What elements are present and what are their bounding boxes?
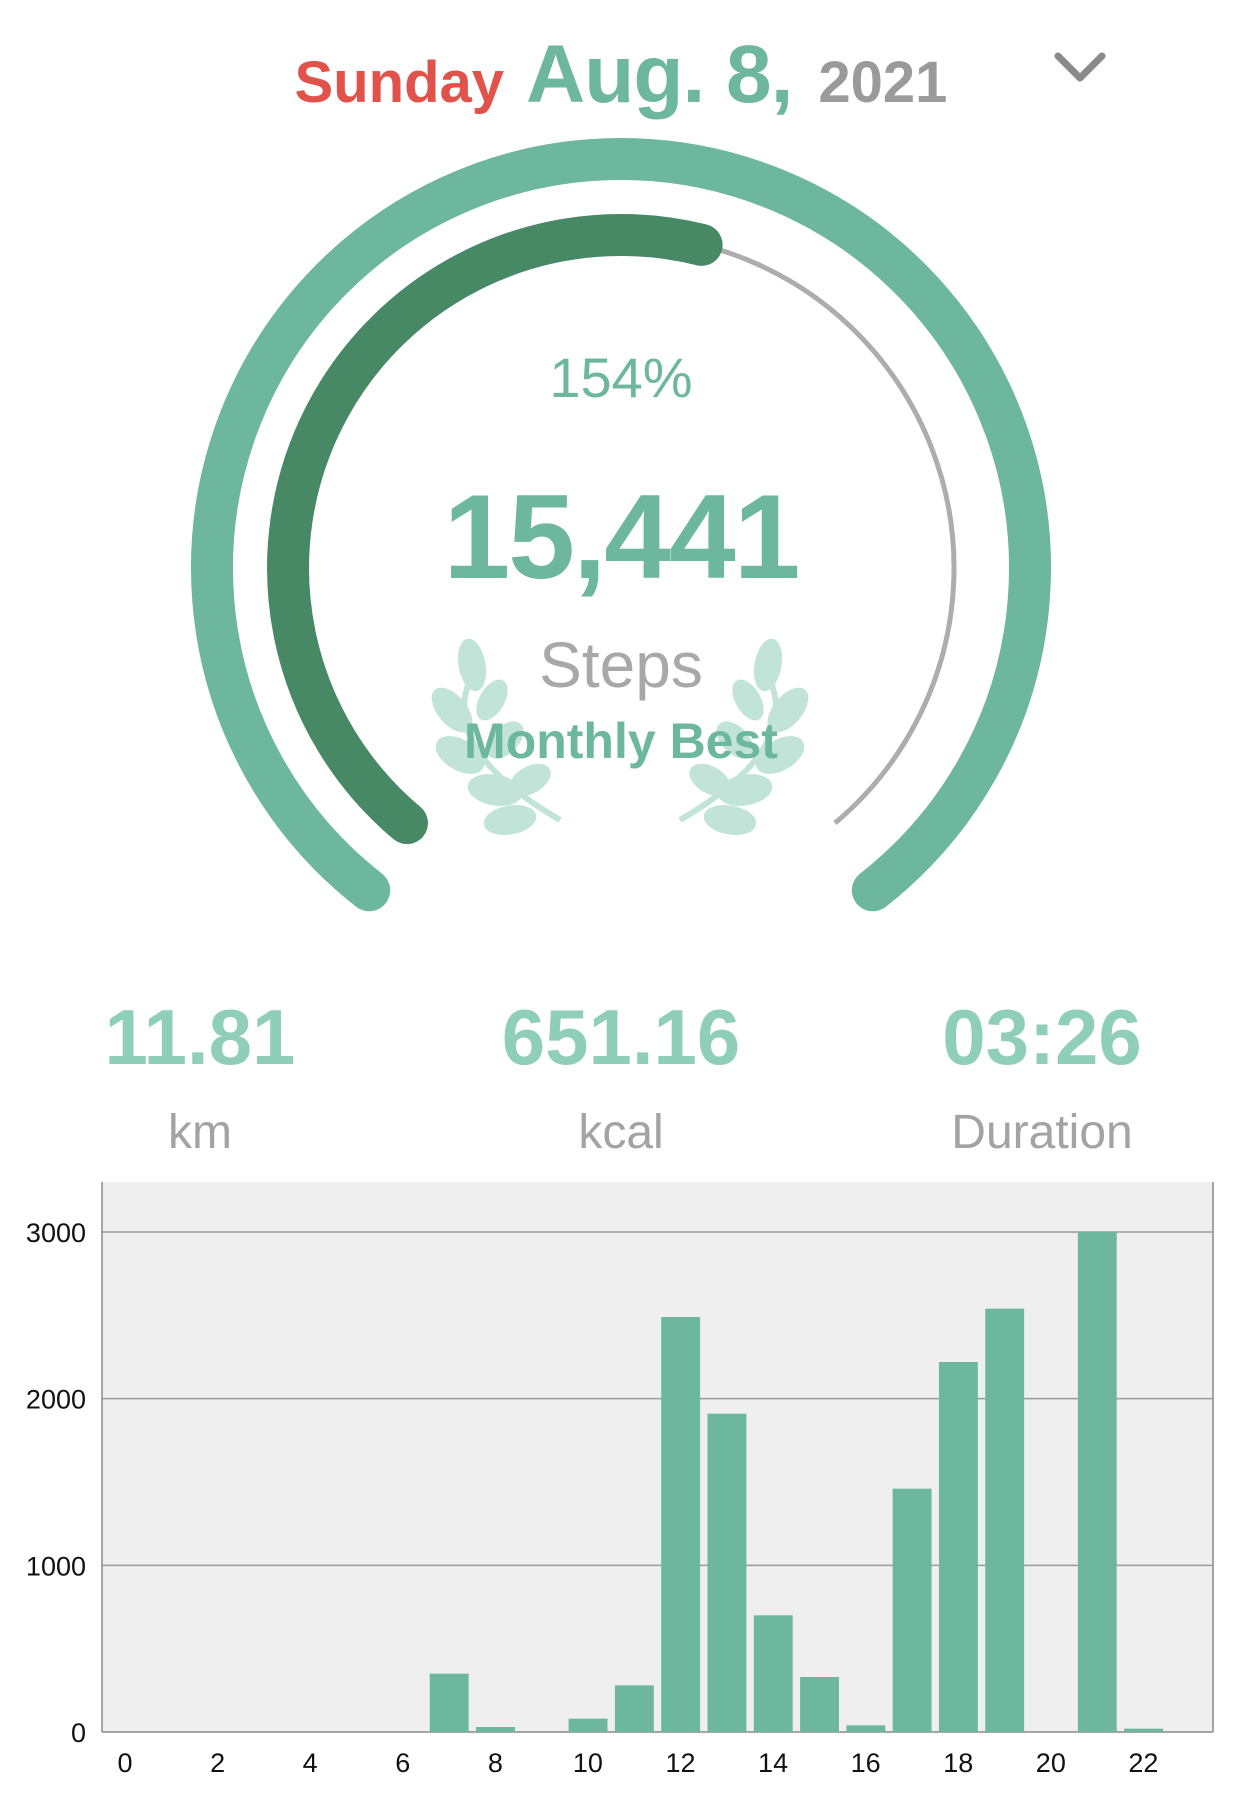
bar-hour-12 <box>661 1317 701 1732</box>
x-tick-label: 12 <box>665 1748 695 1778</box>
outer-ring <box>191 138 1051 912</box>
distance-value: 11.81 <box>104 993 296 1081</box>
x-tick-label: 8 <box>488 1748 503 1778</box>
weekday-label: Sunday <box>294 50 505 115</box>
calories-unit: kcal <box>578 1106 664 1159</box>
y-tick-label: 3000 <box>26 1218 86 1248</box>
steps-label: Steps <box>539 629 703 701</box>
duration-unit: Duration <box>951 1106 1133 1159</box>
bar-hour-21 <box>1077 1232 1117 1732</box>
calories-stat: 651.16 kcal <box>421 992 821 1160</box>
x-tick-label: 20 <box>1036 1748 1066 1778</box>
x-tick-label: 14 <box>758 1748 788 1778</box>
month-day-label: Aug. 8, <box>526 29 793 120</box>
y-tick-label: 0 <box>71 1718 86 1748</box>
bar-hour-8 <box>476 1727 515 1732</box>
bar-hour-17 <box>892 1488 932 1732</box>
x-tick-label: 2 <box>210 1748 225 1778</box>
bar-hour-15 <box>800 1677 839 1732</box>
chevron-down-icon <box>1054 52 1106 82</box>
y-tick-label: 2000 <box>26 1385 86 1415</box>
bar-hour-10 <box>568 1718 608 1732</box>
chart-plot-area <box>102 1182 1213 1732</box>
distance-unit: km <box>168 1106 232 1159</box>
date-dropdown-button[interactable] <box>1040 38 1120 98</box>
date-header: Sunday Aug. 8, 2021 <box>0 0 1242 140</box>
y-tick-label: 1000 <box>26 1551 86 1581</box>
x-tick-label: 0 <box>117 1748 132 1778</box>
bar-hour-7 <box>429 1673 469 1732</box>
bar-hour-22 <box>1124 1728 1164 1732</box>
x-tick-label: 4 <box>303 1748 318 1778</box>
bar-hour-19 <box>985 1308 1025 1732</box>
progress-arc <box>267 214 723 845</box>
x-tick-label: 16 <box>851 1748 881 1778</box>
monthly-best-badge: Monthly Best <box>464 713 778 769</box>
date-title: Sunday Aug. 8, 2021 <box>0 28 1242 122</box>
steps-gauge <box>191 138 1051 912</box>
distance-stat: 11.81 km <box>0 992 400 1160</box>
year-label: 2021 <box>818 50 948 115</box>
x-tick-label: 6 <box>395 1748 410 1778</box>
x-tick-label: 18 <box>943 1748 973 1778</box>
bar-hour-14 <box>753 1615 793 1732</box>
x-tick-label: 10 <box>573 1748 603 1778</box>
bar-hour-13 <box>707 1413 747 1732</box>
bar-hour-11 <box>614 1685 654 1732</box>
laurel-wreath-icon <box>431 638 809 836</box>
bar-hour-16 <box>846 1725 886 1732</box>
duration-stat: 03:26 Duration <box>842 992 1242 1160</box>
x-tick-label: 22 <box>1128 1748 1158 1778</box>
calories-value: 651.16 <box>501 993 741 1081</box>
bar-hour-18 <box>938 1362 978 1732</box>
hourly-steps-chart: 0 1000 2000 3000 0 2 4 6 8 10 12 14 16 18 20 22 <box>26 1182 1214 1778</box>
goal-percent: 154% <box>549 346 693 409</box>
step-count: 15,441 <box>443 470 800 604</box>
duration-value: 03:26 <box>942 993 1142 1081</box>
